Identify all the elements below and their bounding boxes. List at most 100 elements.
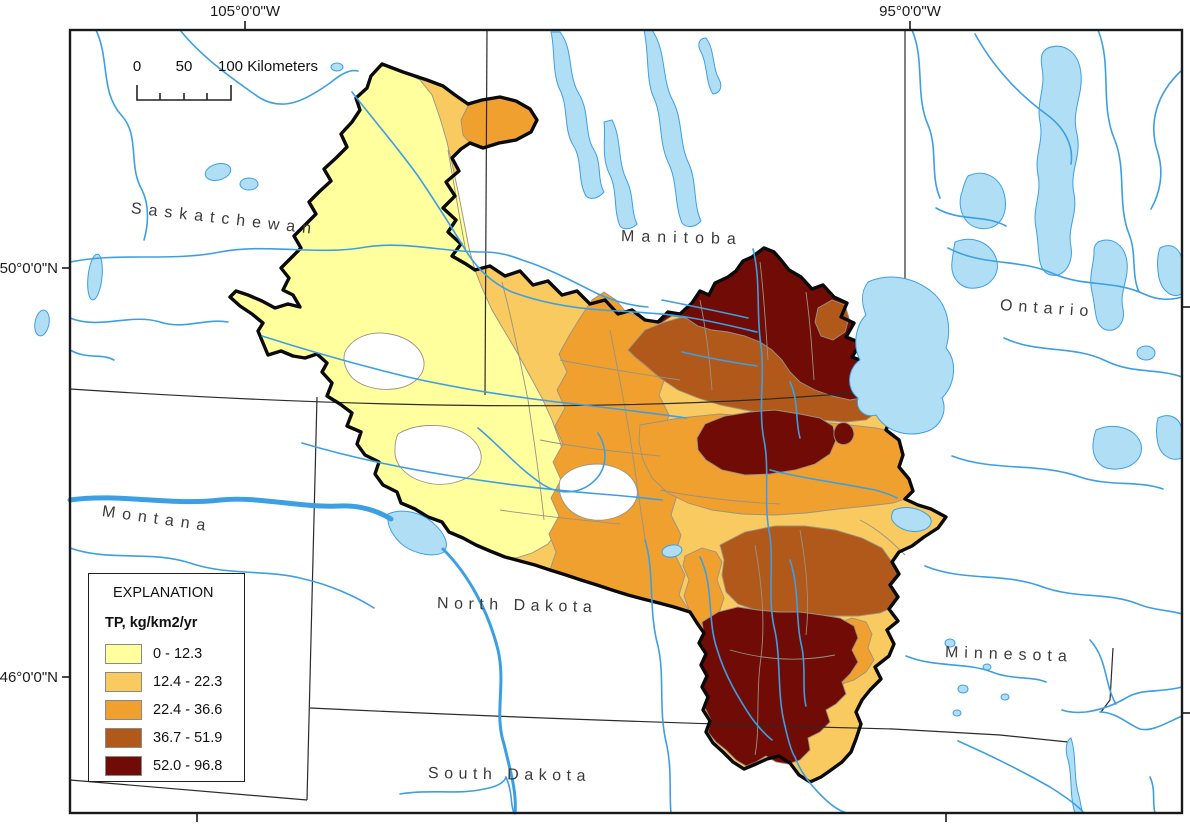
river <box>911 29 941 199</box>
graticule-label-46n: 46°0'0"N <box>0 669 58 686</box>
river <box>789 559 807 707</box>
legend-class-label: 12.4 - 22.3 <box>153 674 223 690</box>
lake <box>1034 45 1082 276</box>
lake <box>1092 426 1142 470</box>
legend-class-label: 0 - 12.3 <box>153 646 203 662</box>
river <box>1089 639 1117 705</box>
map-frame <box>68 28 1184 815</box>
lake <box>1136 345 1156 361</box>
lake <box>550 31 605 199</box>
river <box>69 244 649 308</box>
border-mt-south <box>69 779 308 801</box>
river <box>947 247 1183 301</box>
lake <box>952 709 962 717</box>
legend-class-row: 36.7 - 51.9 <box>105 724 244 752</box>
river <box>67 495 394 522</box>
rivers-layer <box>67 29 1183 815</box>
scale-bar <box>136 85 232 101</box>
lake <box>603 119 638 230</box>
graticule-label-95w: 95°0'0"W <box>879 3 941 20</box>
river <box>399 776 515 814</box>
river <box>179 29 359 105</box>
river <box>661 299 749 319</box>
river <box>935 207 1007 227</box>
river <box>477 427 606 493</box>
lake <box>951 238 998 289</box>
zone-high <box>814 299 850 341</box>
border-sd-mn <box>892 647 1114 814</box>
lake <box>204 163 232 181</box>
river <box>957 740 1085 814</box>
legend-swatch <box>105 700 142 720</box>
legend-title: EXPLANATION <box>113 585 214 601</box>
legend-variable: TP, kg/km2/yr <box>105 615 198 631</box>
river <box>1061 686 1183 714</box>
no-data-hole <box>558 463 638 521</box>
legend-class-label: 22.4 - 36.6 <box>153 702 223 718</box>
border-mt-nd <box>306 396 318 801</box>
river <box>351 91 758 333</box>
legend-class-row: 22.4 - 36.6 <box>105 696 244 724</box>
lake <box>1157 245 1183 296</box>
legend-class-row: 12.4 - 22.3 <box>105 668 244 696</box>
scale-bar-label-0: 0 <box>132 58 142 75</box>
river <box>924 565 1183 615</box>
legend-class-label: 36.7 - 51.9 <box>153 730 223 746</box>
zone-highest <box>696 409 837 476</box>
lake <box>34 309 50 337</box>
border-us-canada <box>69 387 906 407</box>
scale-bar-label-100km: 100 Kilometers <box>218 58 319 75</box>
lake <box>959 172 1006 230</box>
river <box>905 655 1047 683</box>
label-manitoba: Manitoba <box>620 228 744 249</box>
river <box>301 442 663 501</box>
lake <box>957 684 969 694</box>
border-nd-sd <box>309 707 894 730</box>
legend-class-row: 0 - 12.3 <box>105 640 244 668</box>
legend-swatch <box>105 644 142 664</box>
lake <box>661 544 683 558</box>
lake <box>87 253 103 301</box>
zone-highest <box>833 422 855 445</box>
river <box>1097 29 1140 293</box>
legend-swatch <box>105 672 142 692</box>
lake <box>643 29 702 227</box>
river <box>441 547 517 815</box>
subwatershed-boundaries <box>447 149 906 756</box>
legend-swatch <box>105 728 142 748</box>
river <box>699 556 773 741</box>
graticule-label-105w: 105°0'0"W <box>209 3 281 20</box>
river <box>261 335 687 419</box>
river <box>974 33 1073 165</box>
graticule-label-50n: 50°0'0"N <box>0 260 58 277</box>
watershed-outline <box>228 62 948 784</box>
river <box>1150 69 1183 210</box>
lake <box>891 507 932 532</box>
river <box>769 469 898 499</box>
river <box>681 351 758 367</box>
river <box>69 349 115 361</box>
river <box>789 381 801 439</box>
legend: EXPLANATION TP, kg/km2/yr 0 - 12.3 12.4 … <box>88 573 245 782</box>
lake <box>698 37 722 95</box>
river <box>95 29 149 241</box>
lake <box>239 177 259 191</box>
legend-class-row: 52.0 - 96.8 <box>105 752 244 780</box>
lake <box>1156 415 1183 460</box>
river <box>69 317 229 326</box>
lake <box>944 638 956 648</box>
legend-swatch <box>105 756 142 776</box>
river <box>1099 711 1183 731</box>
scale-bar-label-50: 50 <box>175 58 193 75</box>
border-sk-mb <box>484 29 488 396</box>
graticule-ticks <box>62 21 1190 822</box>
river <box>69 547 375 609</box>
lake <box>1000 693 1010 701</box>
river <box>951 455 1164 490</box>
river-red <box>752 248 848 814</box>
lake <box>849 276 954 435</box>
river <box>1149 776 1156 814</box>
label-south-dakota: South Dakota <box>427 765 592 785</box>
